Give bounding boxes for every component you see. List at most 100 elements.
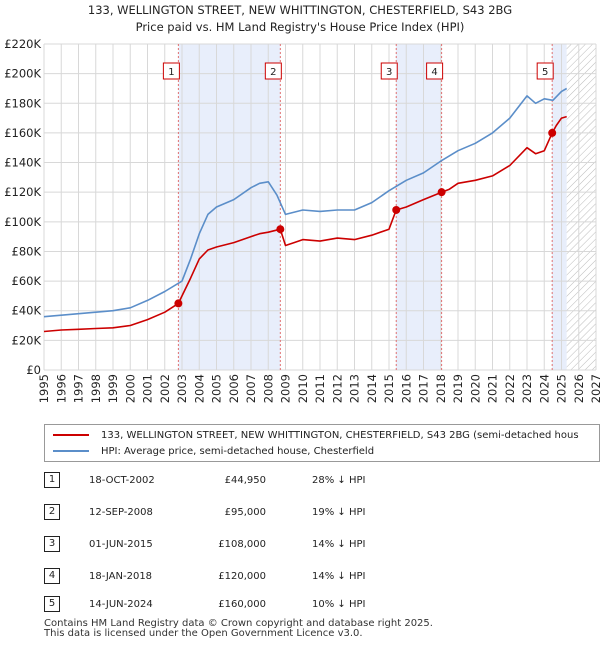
x-tick-label: 2019 [451, 374, 465, 403]
x-tick-label: 1996 [54, 374, 68, 403]
sale-point [174, 299, 183, 308]
x-tick-label: 2017 [417, 374, 431, 403]
transaction-price: £120,000 [218, 571, 266, 582]
transaction-number: 4 [44, 568, 60, 584]
transaction-number: 2 [44, 504, 60, 520]
y-tick-label: £80K [12, 244, 42, 258]
sale-point [392, 205, 401, 214]
sale-number-label: 5 [542, 67, 548, 78]
sale-number-box [162, 62, 180, 80]
table-row: 3 01-JUN-2015 £108,000 14% ↓ HPI [44, 536, 464, 554]
legend-label-property: 133, WELLINGTON STREET, NEW WHITTINGTON,… [101, 430, 579, 441]
hpi-line [43, 87, 568, 318]
transaction-number: 3 [44, 536, 60, 552]
shaded-span [395, 44, 442, 370]
transaction-hpi-diff: 14% ↓ HPI [312, 539, 366, 550]
x-tick-label: 2009 [279, 374, 293, 403]
y-axis-ticks: £0 £20K £40K £60K £80K £100K £120K £140K £160K £1… [4, 37, 41, 377]
x-tick-label: 2016 [399, 374, 413, 403]
transaction-hpi-diff: 14% ↓ HPI [312, 571, 366, 582]
x-tick-label: 2006 [227, 374, 241, 403]
sale-period-shading [178, 44, 567, 370]
transaction-date: 12-SEP-2008 [89, 507, 153, 518]
sale-number-label: 4 [431, 67, 437, 78]
y-tick-label: £180K [4, 96, 41, 110]
transaction-date: 01-JUN-2015 [89, 539, 153, 550]
price-chart: 133, WELLINGTON STREET, NEW WHITTINGTON,… [4, 3, 600, 403]
series-lines [43, 87, 568, 333]
x-tick-label: 2012 [330, 374, 344, 403]
sale-number-box [536, 62, 554, 80]
transaction-number: 5 [44, 596, 60, 612]
legend-item-hpi: HPI: Average price, semi-detached house,… [53, 444, 374, 460]
sale-point [548, 128, 557, 137]
sale-point [276, 225, 285, 234]
transaction-price: £95,000 [224, 507, 266, 518]
table-row: 1 18-OCT-2002 £44,950 28% ↓ HPI [44, 472, 464, 490]
transaction-hpi-diff: 28% ↓ HPI [312, 475, 366, 486]
y-tick-label: £160K [4, 126, 41, 140]
x-tick-label: 2015 [382, 374, 396, 403]
sale-number-label: 3 [386, 67, 392, 78]
legend-swatch-property [53, 434, 89, 436]
x-tick-label: 2020 [468, 374, 482, 403]
y-tick-label: £40K [12, 304, 42, 318]
transaction-date: 18-JAN-2018 [89, 571, 153, 582]
sale-number-box [380, 62, 398, 80]
x-tick-label: 2011 [313, 374, 327, 403]
sale-number-label: 2 [270, 67, 276, 78]
x-tick-label: 2007 [244, 374, 258, 403]
transaction-hpi-diff: 10% ↓ HPI [312, 599, 366, 610]
gridlines [43, 43, 597, 371]
x-tick-label: 2027 [589, 374, 600, 403]
x-tick-label: 1997 [72, 374, 86, 403]
chart-title: 133, WELLINGTON STREET, NEW WHITTINGTON,… [88, 3, 512, 17]
sale-number-boxes: 1 2 3 4 5 [162, 62, 554, 80]
x-tick-label: 1995 [37, 374, 51, 403]
y-tick-label: £220K [4, 37, 41, 51]
y-tick-label: £0 [26, 363, 41, 377]
sale-number-box [264, 62, 282, 80]
y-tick-label: £20K [12, 333, 42, 347]
sale-number-label: 1 [168, 67, 174, 78]
x-tick-label: 2010 [296, 374, 310, 403]
sale-points [174, 128, 557, 308]
property-line [43, 115, 567, 333]
legend-label-hpi: HPI: Average price, semi-detached house,… [101, 446, 375, 457]
x-tick-label: 2022 [503, 374, 517, 403]
transaction-date: 18-OCT-2002 [89, 475, 155, 486]
sale-number-box [426, 62, 444, 80]
x-tick-label: 2005 [210, 374, 224, 403]
legend-item-property: 133, WELLINGTON STREET, NEW WHITTINGTON,… [53, 428, 579, 444]
chart-subtitle: Price paid vs. HM Land Registry's House … [136, 20, 465, 34]
x-tick-label: 2013 [348, 374, 362, 403]
x-axis-ticks: 1995 1996 1997 1998 1999 2000 2001 2002 2003 2004… [37, 374, 600, 403]
x-tick-label: 2003 [175, 374, 189, 403]
y-tick-label: £60K [12, 274, 42, 288]
x-tick-label: 2024 [537, 374, 551, 403]
x-tick-label: 2000 [123, 374, 137, 403]
x-tick-label: 2002 [158, 374, 172, 403]
x-tick-label: 1998 [89, 374, 103, 403]
x-tick-label: 1999 [106, 374, 120, 403]
legend: 133, WELLINGTON STREET, NEW WHITTINGTON,… [44, 424, 600, 462]
x-tick-label: 2014 [365, 374, 379, 403]
sale-point [437, 188, 446, 197]
table-row: 4 18-JAN-2018 £120,000 14% ↓ HPI [44, 568, 464, 586]
footer-copyright: Contains HM Land Registry data © Crown c… [44, 618, 433, 629]
legend-swatch-hpi [53, 450, 89, 452]
shaded-span [178, 44, 281, 370]
transaction-price: £108,000 [218, 539, 266, 550]
transaction-price: £44,950 [224, 475, 266, 486]
x-tick-label: 2025 [555, 374, 569, 403]
footer: Contains HM Land Registry data © Crown c… [44, 619, 433, 639]
x-tick-label: 2023 [520, 374, 534, 403]
footer-licence: This data is licensed under the Open Gov… [44, 628, 363, 639]
x-tick-label: 2001 [141, 374, 155, 403]
transaction-hpi-diff: 19% ↓ HPI [312, 507, 366, 518]
y-tick-label: £120K [4, 185, 41, 199]
y-tick-label: £140K [4, 156, 41, 170]
transaction-price: £160,000 [218, 599, 266, 610]
x-tick-label: 2021 [486, 374, 500, 403]
x-tick-label: 2004 [192, 374, 206, 403]
